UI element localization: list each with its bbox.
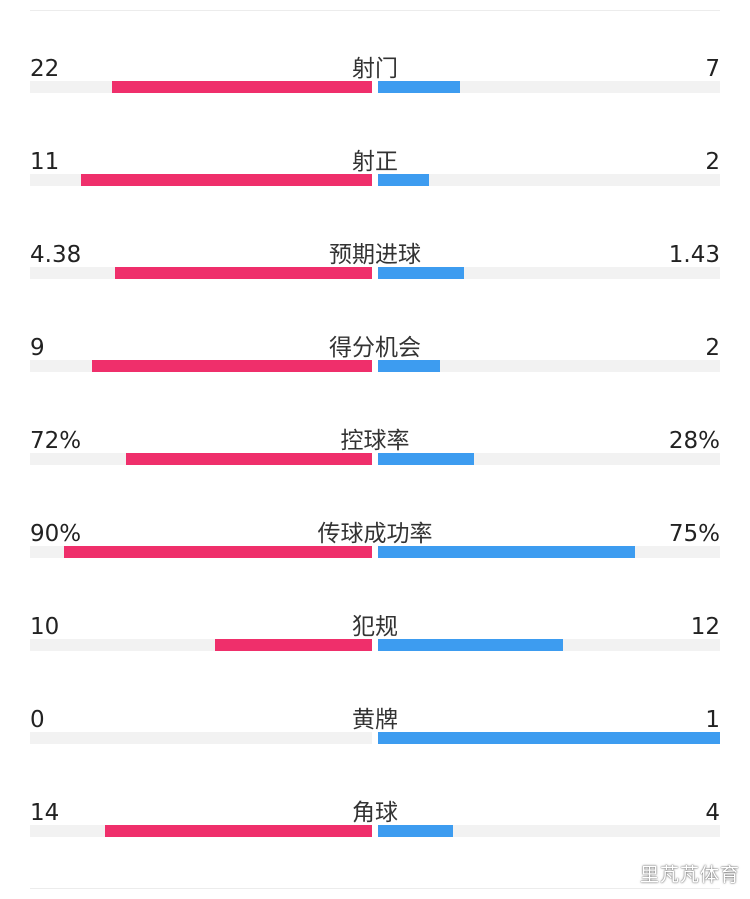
stat-label: 角球 bbox=[352, 800, 398, 826]
stat-row: 4.38 预期进球 1.43 bbox=[0, 238, 750, 298]
away-bar-fill bbox=[378, 453, 474, 465]
home-value: 9 bbox=[30, 335, 45, 361]
bottom-divider bbox=[30, 888, 720, 889]
away-value: 75% bbox=[668, 521, 720, 547]
home-value: 10 bbox=[30, 614, 60, 640]
stat-label: 得分机会 bbox=[329, 335, 421, 361]
away-bar-track bbox=[378, 267, 720, 279]
home-bar-fill bbox=[112, 81, 372, 93]
home-bar-track bbox=[30, 639, 372, 651]
home-bar-fill bbox=[215, 639, 372, 651]
home-value: 72% bbox=[30, 428, 82, 454]
away-bar-track bbox=[378, 360, 720, 372]
top-divider bbox=[30, 10, 720, 11]
away-value: 4 bbox=[705, 800, 720, 826]
stat-row: 14 角球 4 bbox=[0, 796, 750, 856]
stat-row: 72% 控球率 28% bbox=[0, 424, 750, 484]
away-value: 2 bbox=[705, 149, 720, 175]
stat-row: 90% 传球成功率 75% bbox=[0, 517, 750, 577]
away-bar-track bbox=[378, 639, 720, 651]
stat-label: 射正 bbox=[352, 149, 398, 175]
home-bar-fill bbox=[64, 546, 372, 558]
away-bar-track bbox=[378, 546, 720, 558]
home-bar-track bbox=[30, 453, 372, 465]
away-bar-fill bbox=[378, 267, 464, 279]
away-value: 12 bbox=[690, 614, 720, 640]
home-value: 22 bbox=[30, 56, 60, 82]
away-bar-fill bbox=[378, 360, 440, 372]
stat-row: 9 得分机会 2 bbox=[0, 331, 750, 391]
home-value: 90% bbox=[30, 521, 82, 547]
home-bar-track bbox=[30, 732, 372, 744]
stat-row: 22 射门 7 bbox=[0, 52, 750, 112]
stat-label: 预期进球 bbox=[329, 242, 421, 268]
watermark-text: 里芃芃体育 bbox=[639, 864, 740, 886]
away-value: 1 bbox=[705, 707, 720, 733]
away-bar-fill bbox=[378, 546, 635, 558]
home-bar-track bbox=[30, 546, 372, 558]
stat-label: 黄牌 bbox=[352, 707, 398, 733]
stat-label: 犯规 bbox=[352, 614, 398, 640]
home-bar-track bbox=[30, 825, 372, 837]
home-value: 14 bbox=[30, 800, 60, 826]
away-bar-track bbox=[378, 81, 720, 93]
away-value: 28% bbox=[668, 428, 720, 454]
home-bar-track bbox=[30, 267, 372, 279]
stat-row: 10 犯规 12 bbox=[0, 610, 750, 670]
home-bar-fill bbox=[115, 267, 372, 279]
home-bar-fill bbox=[92, 360, 372, 372]
away-bar-track bbox=[378, 174, 720, 186]
away-value: 1.43 bbox=[668, 242, 720, 268]
stat-label: 射门 bbox=[352, 56, 398, 82]
away-value: 2 bbox=[705, 335, 720, 361]
home-bar-track bbox=[30, 174, 372, 186]
home-bar-fill bbox=[105, 825, 372, 837]
stat-row: 11 射正 2 bbox=[0, 145, 750, 205]
home-value: 11 bbox=[30, 149, 60, 175]
away-bar-track bbox=[378, 453, 720, 465]
away-bar-track bbox=[378, 825, 720, 837]
away-bar-fill bbox=[378, 81, 460, 93]
home-bar-fill bbox=[126, 453, 372, 465]
away-bar-fill bbox=[378, 174, 429, 186]
away-bar-fill bbox=[378, 825, 453, 837]
away-bar-track bbox=[378, 732, 720, 744]
stat-label: 传球成功率 bbox=[317, 521, 433, 547]
away-bar-fill bbox=[378, 732, 720, 744]
stat-row: 0 黄牌 1 bbox=[0, 703, 750, 763]
away-bar-fill bbox=[378, 639, 563, 651]
stat-label: 控球率 bbox=[340, 428, 410, 454]
home-bar-track bbox=[30, 360, 372, 372]
home-value: 4.38 bbox=[30, 242, 82, 268]
away-value: 7 bbox=[705, 56, 720, 82]
home-value: 0 bbox=[30, 707, 45, 733]
home-bar-track bbox=[30, 81, 372, 93]
home-bar-fill bbox=[81, 174, 372, 186]
